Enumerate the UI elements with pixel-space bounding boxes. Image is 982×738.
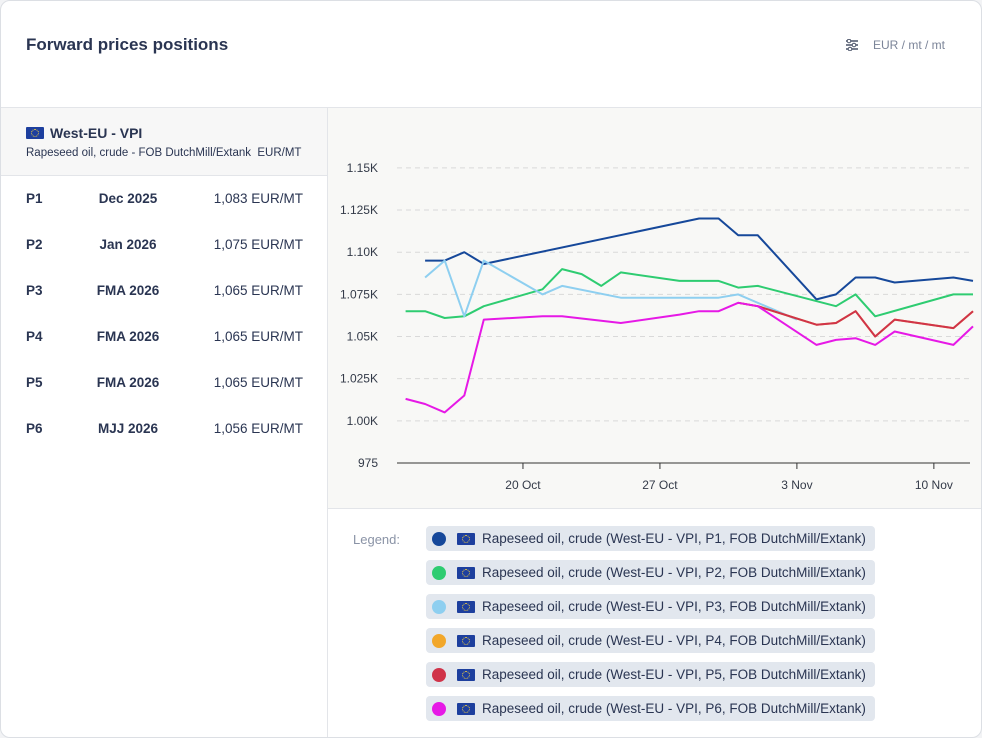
x-tick-label: 27 Oct — [642, 478, 678, 492]
period: P3 — [26, 283, 43, 298]
legend-marker — [432, 532, 446, 547]
x-tick-label: 10 Nov — [915, 478, 953, 492]
legend-label: Rapeseed oil, crude (West-EU - VPI, P5, … — [482, 667, 866, 682]
y-tick-label: 1.00K — [347, 414, 378, 428]
eu-flag — [457, 533, 475, 546]
product-info: West-EU - VPI Rapeseed oil, crude - FOB … — [1, 108, 327, 176]
legend-title: Legend: — [353, 532, 400, 547]
legend-item[interactable]: Rapeseed oil, crude (West-EU - VPI, P6, … — [426, 696, 875, 721]
region-name: West-EU - VPI — [50, 125, 143, 142]
legend-marker — [432, 702, 446, 717]
legend-label: Rapeseed oil, crude (West-EU - VPI, P6, … — [482, 701, 866, 716]
delivery-month: FMA 2026 — [96, 375, 160, 390]
y-tick-label: 1.15K — [347, 161, 378, 175]
eu-flag — [26, 127, 44, 140]
position-row: P3 FMA 2026 1,065 EUR/MT — [1, 283, 327, 303]
period: P1 — [26, 191, 43, 206]
delivery-month: MJJ 2026 — [97, 421, 159, 436]
series-line — [738, 301, 974, 338]
legend-item[interactable]: Rapeseed oil, crude (West-EU - VPI, P5, … — [426, 662, 875, 687]
price: 1,065 EUR/MT — [213, 375, 303, 390]
y-tick-label: 1.025K — [340, 372, 378, 386]
delivery-month: Dec 2025 — [98, 191, 158, 206]
legend-label: Rapeseed oil, crude (West-EU - VPI, P3, … — [482, 599, 866, 614]
position-row: P6 MJJ 2026 1,056 EUR/MT — [1, 421, 327, 441]
period: P6 — [26, 421, 43, 436]
positions-panel: West-EU - VPI Rapeseed oil, crude - FOB … — [1, 108, 328, 737]
series-line — [405, 268, 973, 319]
y-tick-label: 1.10K — [347, 245, 378, 259]
eu-flag — [457, 601, 475, 614]
period: P4 — [26, 329, 43, 344]
series-line — [424, 259, 798, 321]
eu-flag — [457, 669, 475, 682]
legend-label: Rapeseed oil, crude (West-EU - VPI, P2, … — [482, 565, 866, 580]
series-line — [425, 217, 974, 301]
series-line — [738, 301, 974, 338]
x-tick-label: 20 Oct — [505, 478, 541, 492]
eu-flag — [457, 635, 475, 648]
legend-item[interactable]: Rapeseed oil, crude (West-EU - VPI, P4, … — [426, 628, 875, 653]
legend-item[interactable]: Rapeseed oil, crude (West-EU - VPI, P1, … — [426, 526, 875, 551]
delivery-month: Jan 2026 — [99, 237, 157, 252]
unit-selector[interactable]: EUR / mt / mt — [873, 38, 945, 52]
position-row: P2 Jan 2026 1,075 EUR/MT — [1, 237, 327, 257]
legend-item[interactable]: Rapeseed oil, crude (West-EU - VPI, P2, … — [426, 560, 875, 585]
delivery-month: FMA 2026 — [96, 283, 160, 298]
legend-label: Rapeseed oil, crude (West-EU - VPI, P1, … — [482, 531, 866, 546]
price: 1,065 EUR/MT — [213, 283, 303, 298]
price: 1,056 EUR/MT — [213, 421, 303, 436]
region: West-EU - VPI — [26, 124, 142, 141]
period: P5 — [26, 375, 43, 390]
legend-item[interactable]: Rapeseed oil, crude (West-EU - VPI, P3, … — [426, 594, 875, 619]
legend-marker — [432, 566, 446, 581]
position-row: P5 FMA 2026 1,065 EUR/MT — [1, 375, 327, 395]
legend-marker — [432, 668, 446, 683]
legend-marker — [432, 600, 446, 615]
eu-flag — [457, 567, 475, 580]
y-tick-label: 1.125K — [340, 203, 378, 217]
widget-title: Forward prices positions — [26, 35, 229, 54]
x-tick-label: 3 Nov — [781, 478, 812, 492]
legend-marker — [432, 634, 446, 649]
chart-area: 975 1.00K 1.025K 1.05K 1.075K 1.10K 1.125K 1.15… — [328, 108, 981, 509]
delivery-month: FMA 2026 — [96, 329, 160, 344]
price: 1,075 EUR/MT — [213, 237, 303, 252]
legend-label: Rapeseed oil, crude (West-EU - VPI, P4, … — [482, 633, 866, 648]
eu-flag — [457, 703, 475, 716]
settings-icon[interactable] — [845, 39, 859, 51]
period: P2 — [26, 237, 43, 252]
price: 1,083 EUR/MT — [213, 191, 303, 206]
price: 1,065 EUR/MT — [213, 329, 303, 344]
position-row: P1 Dec 2025 1,083 EUR/MT — [1, 191, 327, 211]
chart: 975 1.00K 1.025K 1.05K 1.075K 1.10K 1.125K 1.15… — [340, 161, 974, 492]
position-row: P4 FMA 2026 1,065 EUR/MT — [1, 329, 327, 349]
y-tick-label: 1.05K — [347, 330, 378, 344]
y-tick-label: 1.075K — [340, 287, 378, 301]
product-description: Rapeseed oil, crude - FOB DutchMill/Exta… — [26, 147, 302, 159]
y-tick-label: 975 — [358, 456, 378, 470]
header: Forward prices positions EUR / mt / mt — [1, 1, 981, 108]
series-line — [405, 301, 974, 414]
